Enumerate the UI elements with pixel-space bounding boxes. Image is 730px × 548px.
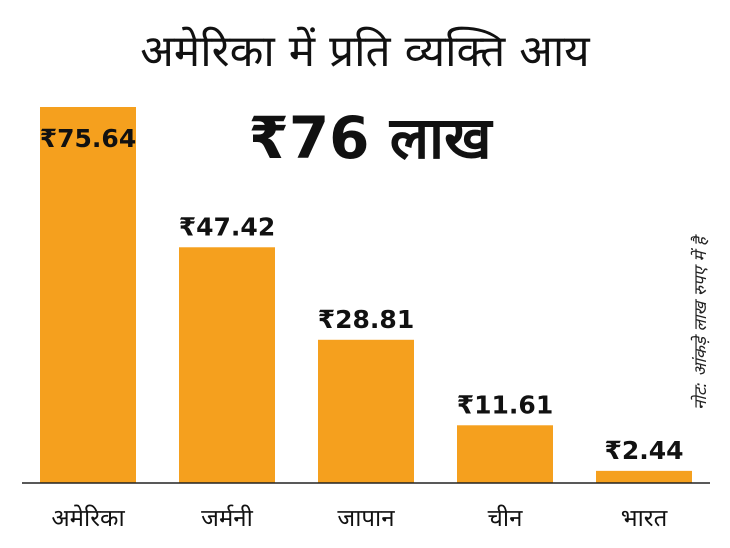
bar [40, 107, 136, 483]
category-label: चीन [488, 504, 523, 532]
category-label: जापान [337, 504, 395, 532]
headline-value: ₹76 लाख [248, 104, 492, 172]
data-label: ₹75.64 [40, 124, 136, 153]
chart-title: अमेरिका में प्रति व्यक्ति आय [140, 26, 590, 77]
data-label: ₹28.81 [318, 305, 414, 334]
bar [596, 470, 692, 483]
bar [457, 425, 553, 483]
bar [318, 339, 414, 483]
data-label: ₹2.44 [604, 436, 683, 465]
data-label: ₹11.61 [457, 390, 553, 419]
category-label: अमेरिका [51, 504, 125, 532]
bar [179, 247, 275, 483]
data-label: ₹47.42 [179, 212, 275, 241]
category-label: जर्मनी [201, 504, 253, 532]
category-label: भारत [621, 504, 669, 532]
